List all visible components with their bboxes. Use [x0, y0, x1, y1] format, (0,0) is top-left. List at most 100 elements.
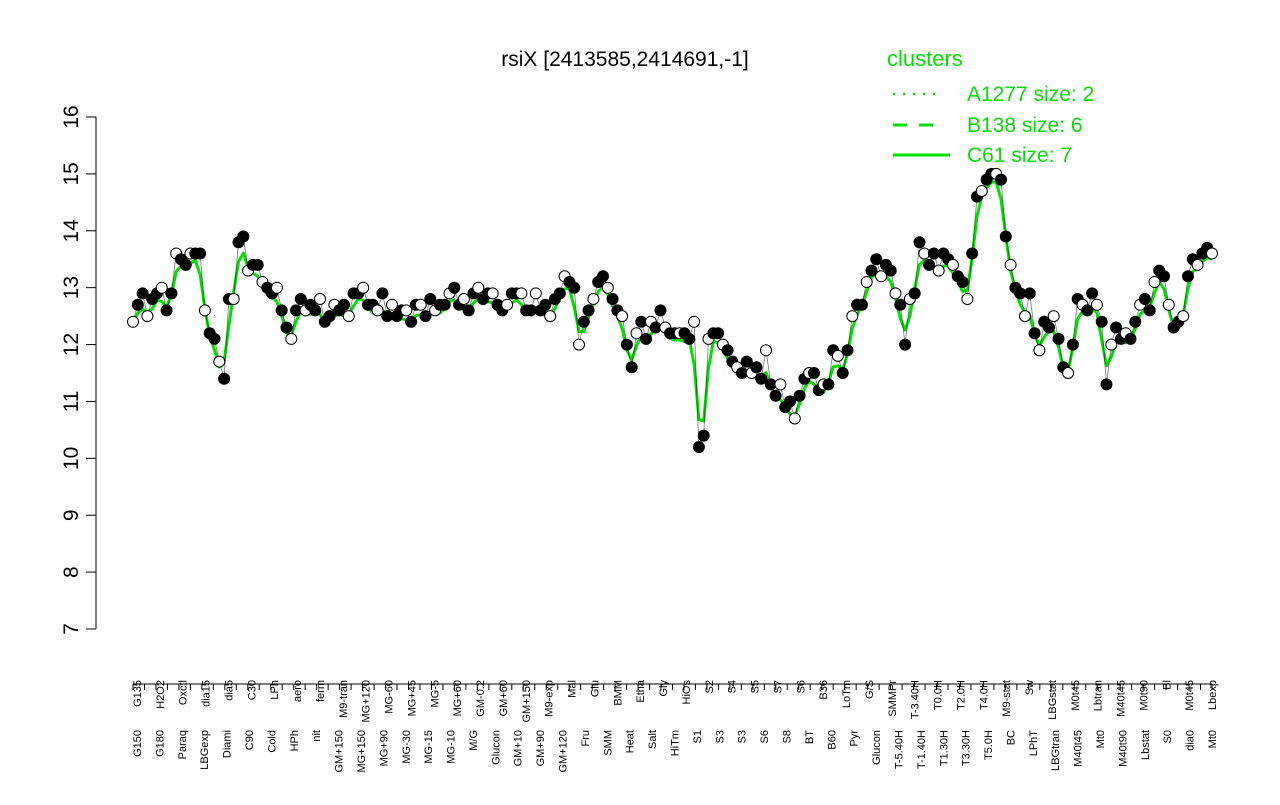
data-point	[870, 253, 883, 266]
legend: clusters A1277 size: 2 B138 size: 6 C61 …	[887, 46, 1094, 167]
legend-title: clusters	[887, 46, 963, 71]
y-tick-label: 12	[60, 333, 83, 356]
data-point	[999, 230, 1012, 243]
x-tick-label: G/S	[864, 680, 876, 699]
data-point	[472, 281, 485, 294]
data-point	[822, 378, 835, 391]
data-point	[774, 378, 787, 391]
y-tick-label: 9	[60, 509, 83, 521]
data-point	[808, 367, 820, 379]
x-tick-label: MG+120	[361, 680, 373, 723]
x-tick-label: M40t90	[1117, 730, 1129, 767]
data-point	[323, 310, 336, 323]
data-point	[208, 332, 221, 345]
data-point	[457, 293, 470, 305]
data-point	[788, 412, 801, 425]
data-point	[908, 287, 921, 300]
data-point	[539, 298, 552, 311]
x-tick-label: Lbexp	[1207, 680, 1219, 710]
x-tick-label: Lbtran	[1093, 680, 1105, 711]
data-point	[913, 236, 926, 249]
x-tick-label: LoTm	[841, 680, 853, 708]
data-point	[1138, 293, 1151, 305]
data-point	[1033, 344, 1046, 357]
x-tick-label: S5	[750, 680, 762, 693]
data-point	[251, 258, 264, 271]
data-point	[165, 287, 178, 300]
x-tick-label: Diami	[222, 730, 234, 758]
data-point	[616, 310, 629, 323]
data-point	[1148, 276, 1161, 288]
data-point	[501, 298, 514, 311]
y-tick-label: 15	[60, 162, 83, 185]
data-point	[515, 287, 528, 300]
data-point	[606, 293, 619, 305]
x-tick-label: MG-10	[446, 730, 458, 764]
data-point	[654, 304, 667, 317]
data-point	[386, 298, 398, 311]
data-point	[237, 230, 250, 243]
x-tick-label: Etha	[635, 679, 647, 703]
x-tick-label: MG+60	[452, 680, 464, 716]
data-point	[630, 327, 643, 340]
data-point	[371, 304, 384, 317]
data-point	[309, 304, 322, 317]
chart-title: rsiX [2413585,2414691,-1]	[501, 48, 749, 71]
x-tick-label: GM+60	[498, 680, 510, 716]
data-point	[357, 281, 370, 294]
y-tick-label: 10	[60, 447, 83, 470]
data-point	[1095, 315, 1108, 328]
x-tick-label: Mal	[567, 680, 579, 698]
data-point	[1043, 321, 1055, 334]
x-tick-label: T-1.40H	[916, 730, 928, 769]
data-point	[894, 298, 907, 311]
data-point	[884, 264, 897, 277]
data-point	[1052, 332, 1065, 345]
x-tick-label: S3	[714, 730, 726, 743]
x-tick-label: SMMPr	[887, 680, 899, 717]
x-tick-label: G150	[132, 730, 144, 757]
data-point	[338, 298, 350, 311]
data-point	[568, 281, 581, 294]
x-tick-label: Glu	[589, 680, 601, 697]
x-tick-label: Lbstat	[1140, 730, 1152, 760]
x-tick-label: G180	[154, 730, 166, 757]
x-tick-label: S4	[727, 680, 739, 693]
data-point	[1105, 338, 1118, 351]
data-point	[486, 287, 499, 300]
data-point	[285, 332, 298, 345]
x-tick-label: M0t45	[1184, 680, 1196, 711]
data-point	[860, 276, 873, 288]
x-tick-label: Bl	[1161, 680, 1173, 690]
x-tick-label: H2O2	[155, 680, 167, 709]
data-point	[846, 310, 859, 323]
x-tick-label: T5.0H	[983, 730, 995, 760]
data-point	[424, 293, 437, 305]
data-point	[218, 372, 231, 385]
x-tick-label: SMM	[602, 730, 614, 756]
data-point	[342, 310, 355, 323]
data-point	[529, 287, 542, 300]
x-tick-label: LBGstat	[1047, 680, 1059, 720]
data-point	[841, 344, 854, 357]
x-tick-label: Sw	[1024, 680, 1036, 695]
data-point	[1062, 367, 1075, 379]
x-tick-label: MG-60	[384, 680, 396, 714]
x-tick-label: Heat	[625, 730, 637, 753]
x-tick-label: LBGtran	[1050, 730, 1062, 771]
x-tick-label: T3.30H	[961, 730, 973, 766]
data-point	[1191, 258, 1204, 271]
x-tick-label: BMM	[612, 680, 624, 706]
x-tick-label: GM+90	[535, 730, 547, 766]
data-point	[831, 349, 844, 362]
y-tick-label: 13	[60, 276, 83, 299]
x-tick-label: Pyr	[849, 730, 861, 747]
data-point	[1090, 298, 1103, 311]
x-tick-label: GM+120	[558, 730, 570, 773]
x-tick-label: Oxctl	[178, 680, 190, 705]
data-point	[314, 293, 326, 305]
x-tick-label: GM+150	[521, 680, 533, 723]
data-point	[1158, 270, 1170, 283]
data-point	[688, 315, 701, 328]
